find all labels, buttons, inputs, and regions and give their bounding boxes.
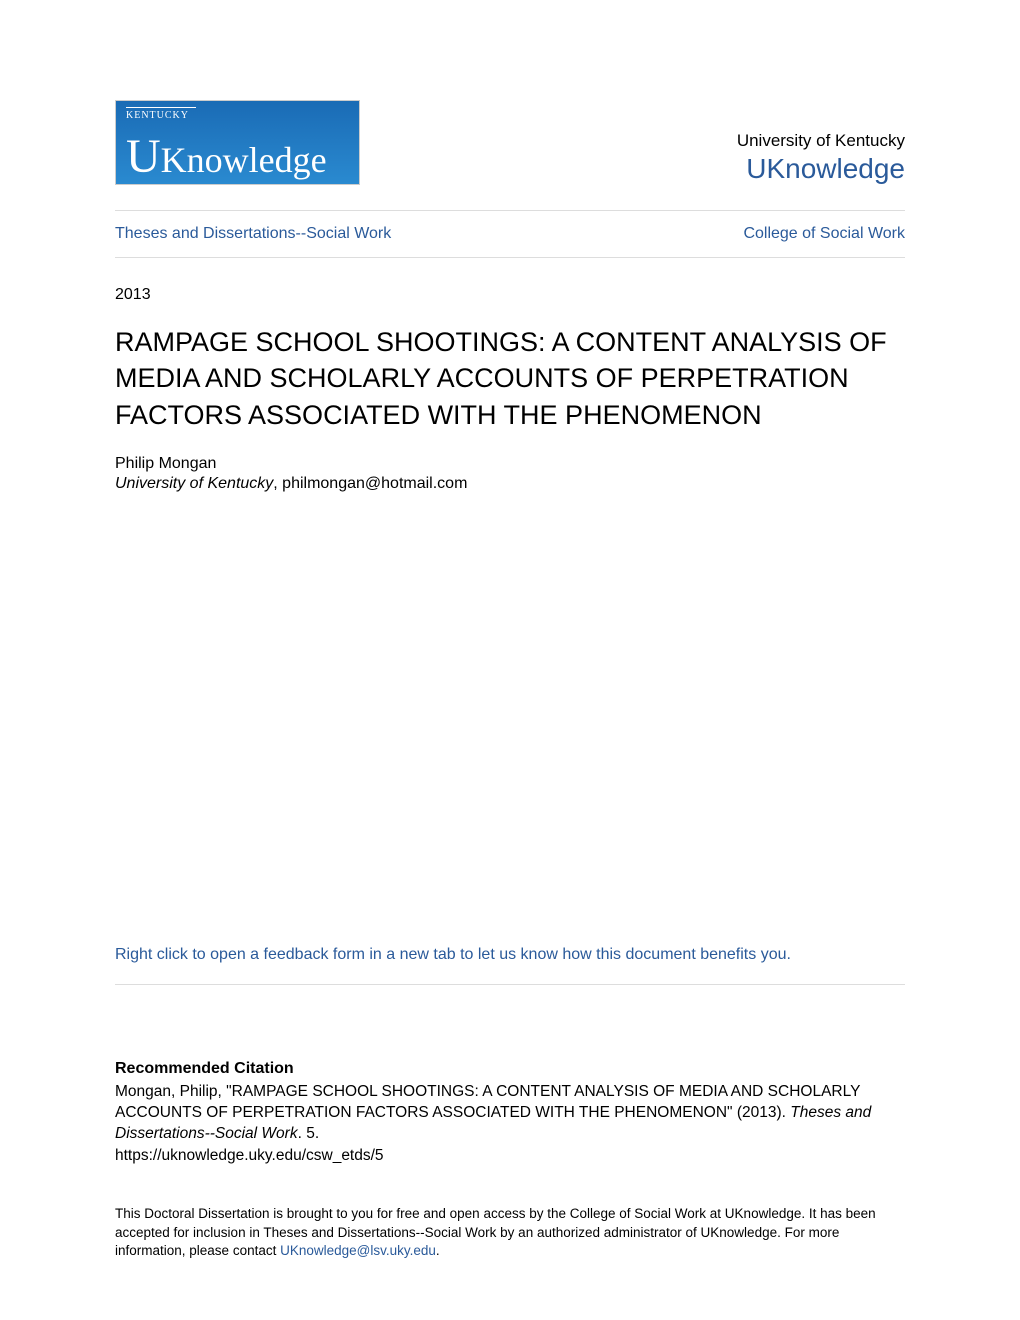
logo-word: Knowledge — [161, 140, 327, 180]
citation-url: https://uknowledge.uky.edu/csw_etds/5 — [115, 1147, 905, 1165]
college-link[interactable]: College of Social Work — [743, 225, 905, 243]
uknowledge-logo[interactable]: KENTUCKY UKnowledge — [115, 100, 360, 185]
logo-main-text: UKnowledge — [126, 129, 327, 184]
author-affiliation: University of Kentucky, philmongan@hotma… — [115, 475, 905, 493]
citation-part1: Mongan, Philip, "RAMPAGE SCHOOL SHOOTING… — [115, 1083, 860, 1121]
author-name: Philip Mongan — [115, 455, 905, 473]
author-email: philmongan@hotmail.com — [282, 475, 467, 492]
header-row: KENTUCKY UKnowledge University of Kentuc… — [115, 100, 905, 185]
logo-big-letter: U — [126, 130, 161, 183]
footer-text: This Doctoral Dissertation is brought to… — [115, 1205, 905, 1260]
contact-email-link[interactable]: UKnowledge@lsv.uky.edu — [280, 1243, 436, 1258]
collection-link[interactable]: Theses and Dissertations--Social Work — [115, 225, 391, 243]
breadcrumb-nav: Theses and Dissertations--Social Work Co… — [115, 210, 905, 258]
footer-part2: . — [436, 1243, 440, 1258]
logo-top-text: KENTUCKY — [126, 107, 196, 121]
publication-year: 2013 — [115, 286, 905, 304]
affiliation-text: University of Kentucky — [115, 475, 273, 492]
citation-text: Mongan, Philip, "RAMPAGE SCHOOL SHOOTING… — [115, 1082, 905, 1145]
citation-heading: Recommended Citation — [115, 1060, 905, 1078]
document-title: RAMPAGE SCHOOL SHOOTINGS: A CONTENT ANAL… — [115, 324, 905, 433]
repository-link[interactable]: UKnowledge — [746, 153, 905, 184]
header-right: University of Kentucky UKnowledge — [737, 131, 905, 185]
feedback-link[interactable]: Right click to open a feedback form in a… — [115, 946, 905, 985]
citation-part2: . 5. — [298, 1125, 320, 1142]
feedback-section: Right click to open a feedback form in a… — [115, 946, 905, 985]
university-name: University of Kentucky — [737, 131, 905, 151]
citation-section: Recommended Citation Mongan, Philip, "RA… — [115, 1060, 905, 1165]
footer-part1: This Doctoral Dissertation is brought to… — [115, 1206, 876, 1257]
